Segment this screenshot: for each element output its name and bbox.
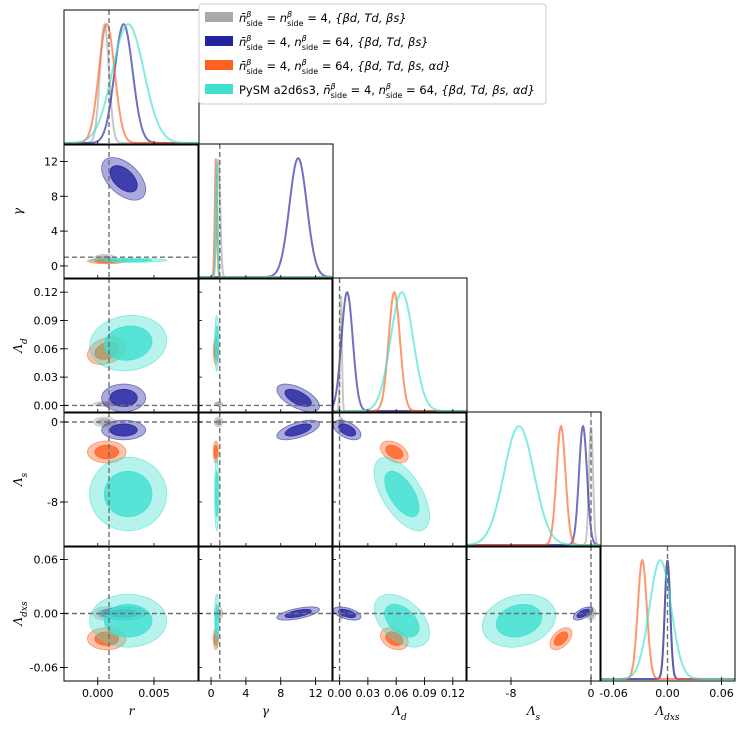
x-axis-label-r: r bbox=[129, 704, 136, 718]
contour-panel-Lambda_s-vs-r bbox=[64, 412, 199, 547]
marginal-panel-Lambda_dxs bbox=[600, 546, 735, 681]
y-tick-label-gamma: 12 bbox=[44, 155, 58, 168]
x-tick-label-Lambda_dxs: 0.06 bbox=[709, 687, 734, 700]
y-tick-label-Lambda_dxs: 0.00 bbox=[34, 608, 59, 621]
panel-frame bbox=[64, 10, 199, 145]
marginal-curve-blue-r bbox=[64, 24, 199, 143]
y-tick-label-gamma: 4 bbox=[51, 225, 58, 238]
marginal-curve-cyan-Lambda_d bbox=[332, 292, 467, 411]
x-tick-label-Lambda_d: 0.09 bbox=[412, 687, 437, 700]
x-tick-label-r: 0.000 bbox=[82, 687, 114, 700]
contour-68-blue bbox=[110, 389, 137, 406]
x-tick-label-Lambda_dxs: -0.06 bbox=[599, 687, 627, 700]
y-tick-label-Lambda_dxs: -0.06 bbox=[30, 662, 58, 675]
y-axis-label-Lambda_d: Λd bbox=[11, 338, 30, 354]
x-tick-label-gamma: 8 bbox=[277, 687, 284, 700]
corner-plot: 0.000 0.005r0 4 8 12γ0.00 0.03 0.06 0.09 0.12Λd-… bbox=[0, 0, 747, 747]
x-tick-label-Lambda_s: -8 bbox=[506, 687, 517, 700]
y-tick-label-Lambda_s: 0 bbox=[51, 416, 58, 429]
legend-swatch-grey bbox=[205, 12, 233, 22]
contour-68-blue bbox=[110, 424, 137, 436]
marginal-panel-Lambda_s bbox=[466, 412, 601, 547]
x-tick-label-r: 0.005 bbox=[138, 687, 170, 700]
marginal-panel-gamma bbox=[198, 144, 333, 279]
marginal-curve-grey-r bbox=[64, 24, 199, 143]
contour-panel-gamma-vs-r bbox=[64, 144, 199, 279]
y-tick-label-Lambda_s: -8 bbox=[47, 496, 58, 509]
contour-68-cyan bbox=[215, 326, 218, 360]
x-tick-label-Lambda_s: 0 bbox=[588, 687, 595, 700]
legend-swatch-blue bbox=[205, 36, 233, 46]
y-tick-label-gamma: 8 bbox=[51, 190, 58, 203]
contour-panel-Lambda_dxs-vs-gamma bbox=[198, 546, 333, 681]
marginal-curve-orange-r bbox=[64, 24, 199, 143]
contour-68-cyan bbox=[104, 471, 152, 516]
x-tick-label-Lambda_d: 0.12 bbox=[441, 687, 466, 700]
marginal-curve-blue-Lambda_s bbox=[466, 426, 601, 545]
x-tick-label-gamma: 0 bbox=[208, 687, 215, 700]
y-tick-label-Lambda_d: 0.12 bbox=[34, 286, 59, 299]
y-tick-label-gamma: 0 bbox=[51, 260, 58, 273]
marginal-curve-grey-Lambda_d bbox=[332, 296, 467, 411]
y-tick-label-Lambda_dxs: 0.06 bbox=[34, 554, 59, 567]
y-axis-label-Lambda_s: Λs bbox=[11, 472, 30, 487]
contour-panel-Lambda_dxs-vs-Lambda_s bbox=[466, 546, 601, 681]
y-tick-label-Lambda_d: 0.03 bbox=[34, 371, 59, 384]
legend: n̄β side = nβ side = 4, {βd, Td, βs} n̄β sid… bbox=[199, 4, 546, 104]
contour-68-cyan bbox=[104, 604, 152, 637]
x-axis-label-Lambda_dxs: Λdxs bbox=[654, 704, 680, 723]
y-tick-label-Lambda_d: 0.06 bbox=[34, 343, 59, 356]
x-tick-label-Lambda_d: 0.00 bbox=[327, 687, 352, 700]
y-tick-label-Lambda_d: 0.00 bbox=[34, 399, 59, 412]
legend-swatch-orange bbox=[205, 60, 233, 70]
marginal-curve-cyan-r bbox=[64, 24, 199, 143]
x-tick-label-gamma: 12 bbox=[309, 687, 323, 700]
x-axis-label-Lambda_s: Λs bbox=[526, 704, 541, 723]
contour-panel-Lambda_d-vs-r bbox=[64, 278, 199, 413]
x-axis-label-Lambda_d: Λd bbox=[391, 704, 407, 723]
contour-68-orange bbox=[214, 445, 217, 459]
contour-panel-Lambda_s-vs-gamma bbox=[198, 412, 333, 547]
marginal-panel-r bbox=[64, 10, 199, 145]
y-axis-label-gamma: γ bbox=[11, 207, 25, 215]
x-tick-label-Lambda_dxs: 0.00 bbox=[655, 687, 680, 700]
x-tick-label-Lambda_d: 0.06 bbox=[384, 687, 409, 700]
contour-68-cyan bbox=[215, 471, 218, 516]
contour-panel-Lambda_s-vs-Lambda_d bbox=[332, 412, 467, 547]
marginal-panel-Lambda_d bbox=[332, 278, 467, 413]
contour-panel-Lambda_dxs-vs-r bbox=[64, 546, 199, 681]
contour-panel-Lambda_dxs-vs-Lambda_d bbox=[332, 546, 467, 681]
contour-panel-Lambda_d-vs-gamma bbox=[198, 278, 333, 413]
marginal-curve-blue-Lambda_d bbox=[332, 292, 467, 411]
y-axis-label-Lambda_dxs: Λdxs bbox=[11, 601, 30, 627]
contour-68-orange bbox=[95, 445, 119, 459]
x-tick-label-Lambda_d: 0.03 bbox=[356, 687, 381, 700]
y-tick-label-Lambda_d: 0.09 bbox=[34, 314, 59, 327]
x-tick-label-gamma: 4 bbox=[242, 687, 249, 700]
marginal-curve-cyan-gamma bbox=[198, 165, 333, 277]
contour-68-cyan bbox=[215, 604, 218, 637]
marginal-curve-orange-Lambda_d bbox=[332, 292, 467, 411]
legend-swatch-cyan bbox=[205, 84, 233, 94]
contour-68-cyan bbox=[104, 259, 152, 262]
x-axis-label-gamma: γ bbox=[262, 704, 270, 718]
